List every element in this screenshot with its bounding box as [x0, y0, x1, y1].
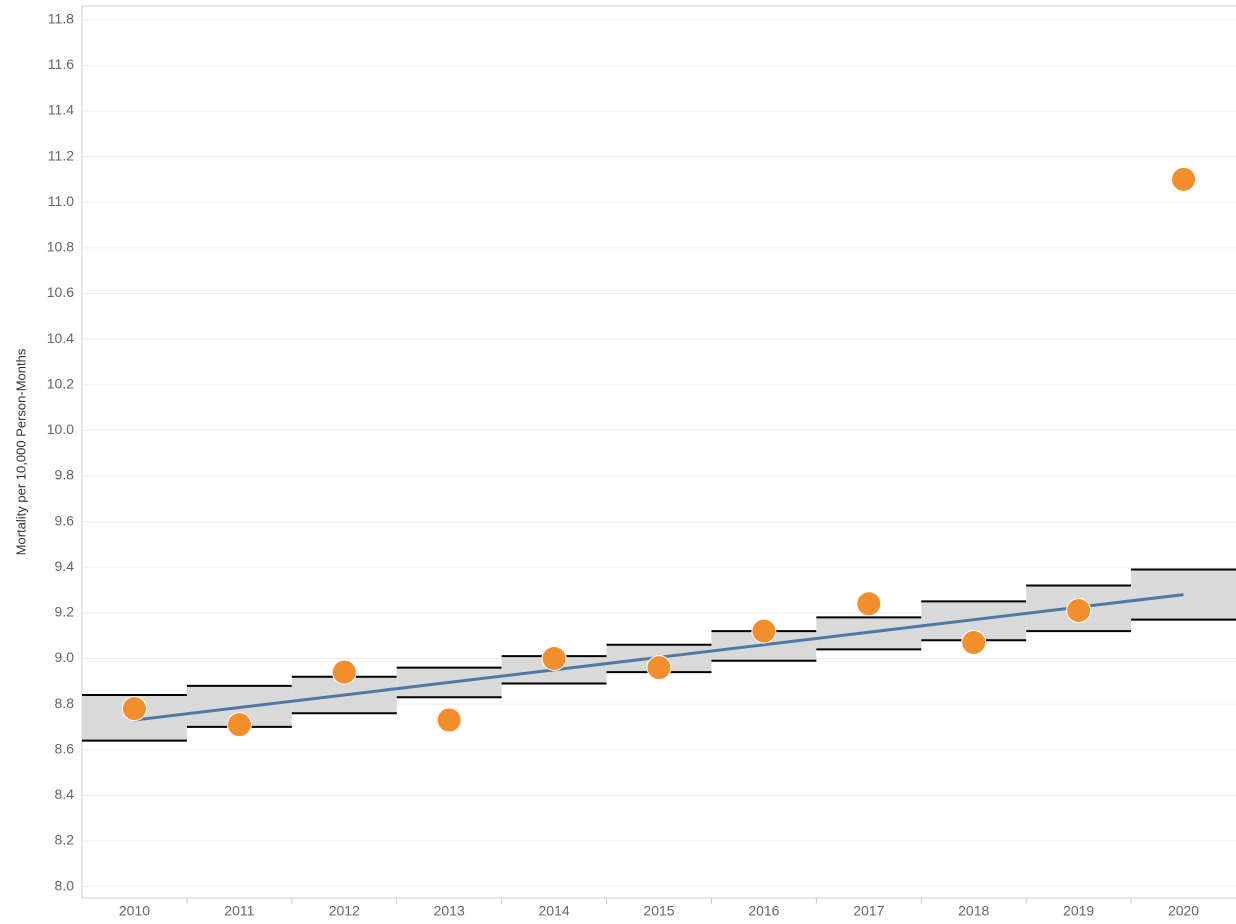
y-tick-label: 9.6 — [55, 512, 75, 528]
point — [751, 618, 777, 644]
point — [541, 645, 567, 671]
x-tick-label: 2020 — [1168, 903, 1199, 919]
x-tick-label: 2015 — [643, 903, 674, 919]
y-tick-label: 11.2 — [48, 147, 74, 163]
point — [961, 629, 987, 655]
y-axis-title: Mortality per 10,000 Person-Months — [13, 348, 28, 555]
x-tick-label: 2018 — [958, 903, 989, 919]
y-tick-label: 10.0 — [47, 421, 74, 437]
x-tick-label: 2011 — [224, 903, 254, 919]
point — [856, 591, 882, 617]
y-tick-label: 10.8 — [47, 239, 74, 255]
y-tick-label: 10.2 — [47, 375, 74, 391]
x-tick-label: 2012 — [329, 903, 360, 919]
y-tick-label: 8.6 — [55, 740, 75, 756]
y-tick-label: 11.0 — [48, 193, 74, 209]
x-tick-label: 2016 — [748, 903, 779, 919]
y-tick-label: 9.0 — [55, 649, 75, 665]
x-tick-label: 2010 — [119, 903, 150, 919]
point — [331, 659, 357, 685]
point — [1066, 598, 1092, 624]
y-tick-label: 11.4 — [48, 102, 74, 118]
y-tick-label: 10.6 — [47, 284, 74, 300]
y-tick-label: 10.4 — [47, 330, 74, 346]
point — [646, 655, 672, 681]
y-tick-label: 8.2 — [55, 832, 75, 848]
point — [436, 707, 462, 733]
y-tick-label: 8.4 — [55, 786, 75, 802]
x-tick-label: 2014 — [539, 903, 570, 919]
y-tick-label: 9.4 — [55, 558, 75, 574]
x-tick-label: 2019 — [1063, 903, 1094, 919]
y-tick-label: 11.6 — [48, 56, 74, 72]
y-tick-label: 9.2 — [55, 604, 75, 620]
point — [1171, 166, 1197, 192]
y-tick-label: 11.8 — [48, 10, 74, 26]
x-tick-label: 2017 — [853, 903, 884, 919]
y-tick-label: 8.8 — [55, 695, 75, 711]
y-tick-label: 9.8 — [55, 467, 75, 483]
x-tick-label: 2013 — [434, 903, 465, 919]
y-tick-label: 8.0 — [55, 877, 75, 893]
point — [121, 696, 147, 722]
point — [226, 712, 252, 738]
